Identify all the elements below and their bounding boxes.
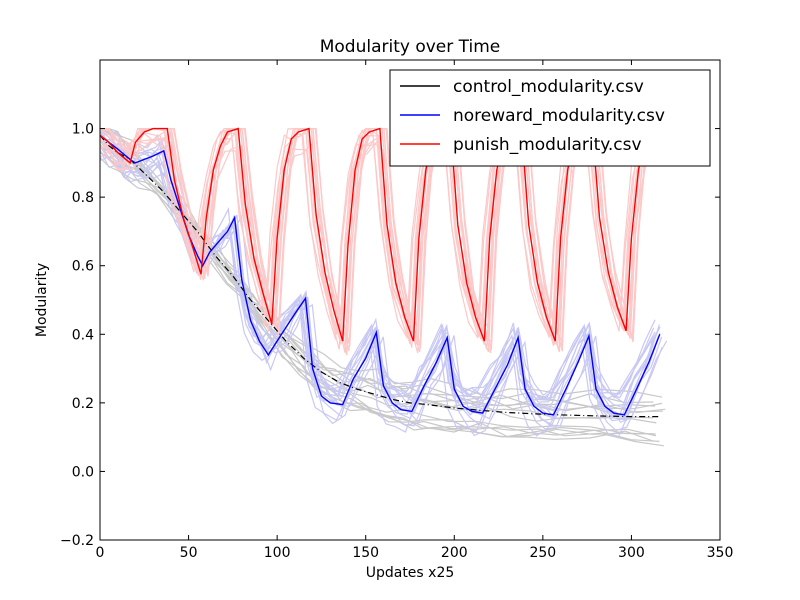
- legend-label: punish_modularity.csv: [453, 135, 642, 155]
- x-tick-label: 350: [707, 545, 734, 561]
- y-tick-label: 0.2: [72, 396, 94, 412]
- x-tick-label: 250: [529, 545, 556, 561]
- y-tick-label: 0.8: [72, 190, 94, 206]
- x-axis-ticks: 0 50 100 150 200 250 300 350: [96, 60, 734, 561]
- replicate-line-1: [100, 128, 663, 437]
- legend-label: noreward_modularity.csv: [453, 106, 665, 126]
- y-tick-label: 0.6: [72, 259, 94, 275]
- y-tick-label: 0.4: [72, 327, 94, 343]
- y-tick-label: 0.0: [72, 464, 94, 480]
- legend-box: [389, 69, 711, 167]
- legend-label: control_modularity.csv: [453, 77, 644, 97]
- x-tick-label: 50: [180, 545, 198, 561]
- x-tick-label: 200: [441, 545, 468, 561]
- plot-frame: [99, 59, 721, 541]
- x-axis-label: Updates x25: [366, 565, 455, 581]
- y-axis-ticks: −0.2 0.0 0.2 0.4 0.6 0.8 1.0: [60, 122, 720, 549]
- legend: control_modularity.csv noreward_modularit…: [389, 69, 711, 167]
- x-tick-label: 150: [352, 545, 379, 561]
- y-tick-label: 1.0: [72, 122, 94, 138]
- series-line-control-modularity-csv: [100, 135, 660, 418]
- x-tick-label: 300: [618, 545, 645, 561]
- y-tick-label: −0.2: [60, 533, 94, 549]
- x-tick-label: 0: [96, 545, 105, 561]
- y-axis-label: Modularity: [34, 263, 50, 337]
- x-tick-label: 100: [264, 545, 291, 561]
- chart-title: Modularity over Time: [320, 37, 501, 57]
- replicate-line-2: [100, 133, 655, 339]
